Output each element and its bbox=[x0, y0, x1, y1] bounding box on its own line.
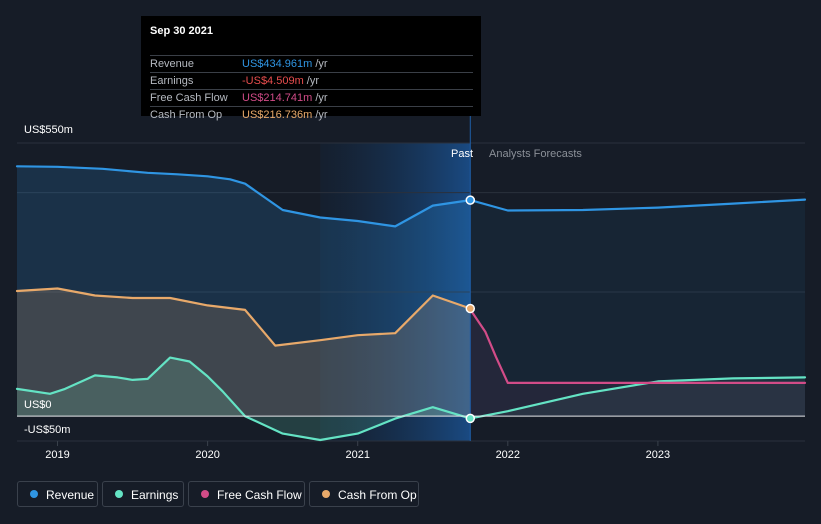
tooltip-divider bbox=[150, 55, 473, 56]
x-tick-label: 2019 bbox=[45, 449, 69, 461]
y-axis-bottom-label: -US$50m bbox=[24, 424, 70, 436]
tooltip-markers bbox=[465, 195, 476, 424]
tooltip-row-earnings: Earnings -US$4.509m/yr bbox=[141, 73, 473, 90]
x-tick-label: 2023 bbox=[646, 449, 670, 461]
past-label: Past bbox=[451, 148, 473, 160]
earnings-area bbox=[17, 357, 471, 440]
series-areas bbox=[17, 166, 805, 440]
earnings-line bbox=[15, 356, 472, 442]
legend-label: Free Cash Flow bbox=[217, 488, 302, 502]
legend-label: Revenue bbox=[46, 488, 95, 502]
revenue-marker bbox=[465, 195, 476, 205]
tooltip-row-value: US$434.961m/yr bbox=[242, 58, 328, 70]
earnings-forecast-area bbox=[470, 377, 805, 419]
legend-label: Cash From Op bbox=[338, 488, 417, 502]
y-axis-zero-label: US$0 bbox=[24, 399, 52, 411]
tooltip-row-label: Earnings bbox=[150, 75, 194, 87]
cash-from-op-line bbox=[15, 287, 472, 347]
legend-label: Earnings bbox=[131, 488, 179, 502]
tooltip-row-value: -US$4.509m/yr bbox=[242, 75, 319, 87]
x-tick-label: 2022 bbox=[496, 449, 520, 461]
legend-dot-icon bbox=[322, 490, 330, 498]
grid-lines bbox=[17, 142, 805, 442]
cash-from-op-area bbox=[17, 288, 471, 417]
legend-item-cash-from-op[interactable]: Cash From Op bbox=[309, 481, 419, 507]
earnings-forecast-line bbox=[469, 376, 807, 420]
x-tick-label: 2021 bbox=[345, 449, 369, 461]
tooltip-row-label: Cash From Op bbox=[150, 109, 223, 121]
legend-item-revenue[interactable]: Revenue bbox=[17, 481, 98, 507]
x-tick-label: 2020 bbox=[195, 449, 219, 461]
earnings-marker bbox=[465, 413, 476, 424]
legend-item-earnings[interactable]: Earnings bbox=[102, 481, 184, 507]
tooltip-row-label: Revenue bbox=[150, 58, 195, 70]
forecast-label: Analysts Forecasts bbox=[489, 148, 582, 160]
revenue-area bbox=[17, 166, 471, 417]
revenue-forecast-area bbox=[470, 199, 805, 417]
tooltip-divider bbox=[150, 89, 473, 90]
legend-dot-icon bbox=[201, 490, 209, 498]
legend-dot-icon bbox=[30, 490, 38, 498]
tooltip-divider bbox=[150, 106, 473, 107]
tooltip-date: Sep 30 2021 bbox=[150, 25, 213, 37]
tooltip-row-cash-from-op: Cash From Op US$216.736m/yr bbox=[141, 107, 473, 124]
free-cash-flow-forecast-area bbox=[470, 309, 805, 417]
tooltip-row-value: US$214.741m/yr bbox=[242, 92, 328, 104]
x-axis-ticks: 2019 2020 2021 2022 2023 bbox=[45, 441, 670, 461]
cash-from-op-marker bbox=[465, 303, 476, 314]
tooltip-row-free-cash-flow: Free Cash Flow US$214.741m/yr bbox=[141, 90, 473, 107]
tooltip-row-revenue: Revenue US$434.961m/yr bbox=[141, 56, 473, 73]
free-cash-flow-forecast-line bbox=[469, 308, 807, 384]
series-lines bbox=[15, 165, 807, 442]
y-axis-top-label: US$550m bbox=[24, 124, 73, 136]
legend-dot-icon bbox=[115, 490, 123, 498]
revenue-forecast-line bbox=[469, 198, 807, 212]
legend-item-free-cash-flow[interactable]: Free Cash Flow bbox=[188, 481, 305, 507]
revenue-line bbox=[15, 165, 472, 228]
tooltip-row-value: US$216.736m/yr bbox=[242, 109, 328, 121]
tooltip-divider bbox=[150, 72, 473, 73]
tooltip-row-label: Free Cash Flow bbox=[150, 92, 228, 104]
data-tooltip: Sep 30 2021 Revenue US$434.961m/yr Earni… bbox=[141, 16, 481, 121]
